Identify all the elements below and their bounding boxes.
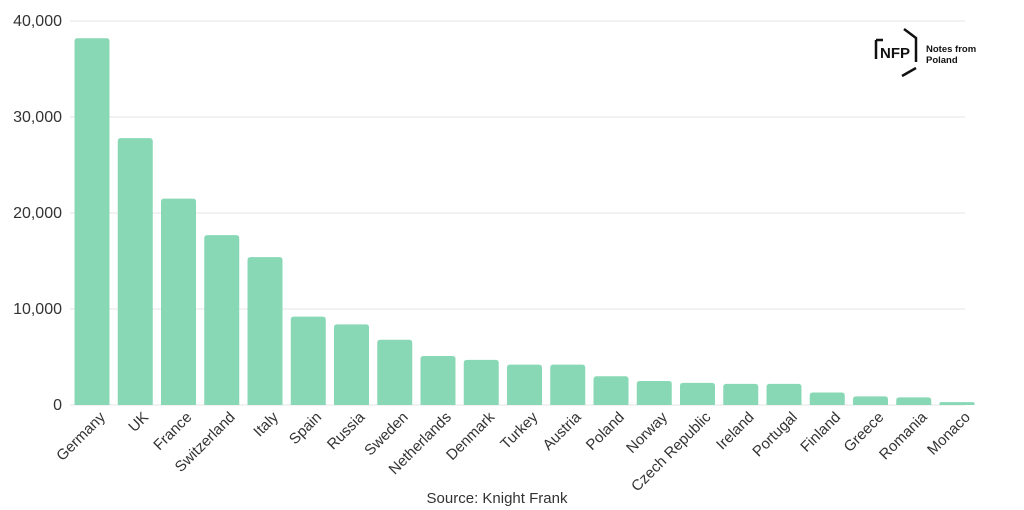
x-tick-label: Czech Republic <box>628 408 715 495</box>
y-tick-label: 20,000 <box>13 205 62 222</box>
bar <box>117 138 153 405</box>
bar <box>290 316 326 405</box>
logo: NFP Notes from Poland <box>874 28 976 78</box>
bar <box>550 364 586 405</box>
y-tick-label: 0 <box>53 397 62 414</box>
bars <box>74 38 975 405</box>
bar <box>636 381 672 405</box>
x-tick-label: Finland <box>797 409 844 456</box>
x-tick-label: Germany <box>53 408 109 464</box>
x-tick-label: Spain <box>286 409 325 448</box>
y-tick-label: 40,000 <box>13 13 62 30</box>
bar <box>420 356 456 405</box>
x-tick-label: Turkey <box>497 408 541 452</box>
x-tick-label: Italy <box>250 408 282 440</box>
logo-mark: NFP <box>880 45 910 62</box>
x-tick-label: Austria <box>540 408 585 453</box>
bar <box>723 383 759 405</box>
x-tick-label: Monaco <box>924 409 974 459</box>
x-tick-label: Denmark <box>443 408 498 463</box>
logo-text-line1: Notes from <box>926 44 976 55</box>
bar <box>247 257 283 405</box>
source-note: Source: Knight Frank <box>427 490 568 507</box>
bar <box>204 235 240 405</box>
bar <box>507 364 542 405</box>
bar <box>809 392 845 405</box>
bar <box>680 382 715 405</box>
bar <box>74 38 110 405</box>
x-tick-label: Portugal <box>749 409 801 461</box>
y-tick-label: 30,000 <box>13 109 62 126</box>
bar <box>853 396 888 405</box>
x-tick-label: Poland <box>583 409 628 454</box>
bar <box>334 324 369 405</box>
bar <box>896 397 932 405</box>
x-tick-label: UK <box>125 409 152 436</box>
bar <box>161 198 196 405</box>
logo-text-line2: Poland <box>926 55 958 66</box>
bar <box>377 339 413 405</box>
nfp-logo-icon: NFP <box>874 28 918 78</box>
bar <box>939 402 975 405</box>
y-tick-label: 10,000 <box>13 301 62 318</box>
bar <box>766 383 802 405</box>
bar <box>593 376 629 405</box>
bar <box>463 359 499 405</box>
x-tick-label: Romania <box>876 408 931 463</box>
y-axis-ticks: 0 10,000 20,000 30,000 40,000 <box>13 13 62 414</box>
